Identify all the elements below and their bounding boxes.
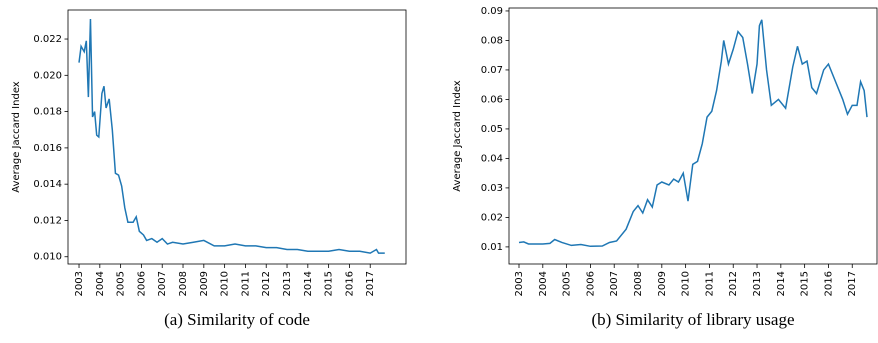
- y-tick-label: 0.08: [481, 35, 503, 46]
- x-tick-label: 2014: [303, 271, 314, 296]
- x-tick-label: 2011: [704, 271, 715, 296]
- x-tick-label: 2015: [324, 271, 335, 296]
- y-tick-label: 0.016: [33, 143, 62, 154]
- x-tick-label: 2008: [633, 271, 644, 296]
- x-tick-label: 2014: [776, 271, 787, 296]
- x-tick-label: 2017: [365, 271, 376, 296]
- x-tick-label: 2007: [609, 271, 620, 296]
- data-line: [78, 19, 385, 254]
- y-tick-label: 0.06: [481, 94, 503, 105]
- plot-frame: [67, 9, 407, 265]
- y-tick-label: 0.010: [33, 252, 62, 263]
- x-tick-label: 2010: [681, 271, 692, 296]
- y-tick-label: 0.07: [481, 65, 503, 76]
- y-tick-label: 0.02: [481, 212, 503, 223]
- y-axis-label: Average Jaccard Index: [452, 80, 463, 192]
- x-tick-label: 2010: [220, 271, 231, 296]
- x-tick-label: 2004: [95, 271, 106, 296]
- y-tick-label: 0.09: [481, 6, 503, 17]
- x-tick-label: 2013: [752, 271, 763, 296]
- x-tick-label: 2003: [74, 271, 85, 296]
- x-tick-label: 2015: [800, 271, 811, 296]
- x-tick-label: 2012: [261, 271, 272, 296]
- x-tick-label: 2005: [116, 271, 127, 296]
- y-tick-label: 0.05: [481, 124, 503, 135]
- x-tick-label: 2013: [282, 271, 293, 296]
- x-tick-label: 2006: [585, 271, 596, 296]
- caption: (a) Similarity of code: [164, 310, 310, 329]
- x-tick-label: 2009: [199, 271, 210, 296]
- caption: (b) Similarity of library usage: [591, 310, 794, 329]
- y-tick-label: 0.018: [33, 107, 62, 118]
- x-tick-label: 2016: [823, 271, 834, 296]
- y-tick-label: 0.012: [33, 215, 62, 226]
- y-tick-label: 0.022: [33, 34, 62, 45]
- x-tick-label: 2017: [847, 271, 858, 296]
- y-axis-label: Average Jaccard Index: [11, 81, 22, 193]
- x-tick-label: 2005: [562, 271, 573, 296]
- y-tick-label: 0.03: [481, 183, 503, 194]
- x-tick-label: 2011: [240, 271, 251, 296]
- x-tick-label: 2007: [157, 271, 168, 296]
- x-tick-label: 2004: [538, 271, 549, 296]
- x-tick-label: 2012: [728, 271, 739, 296]
- x-tick-label: 2009: [657, 271, 668, 296]
- x-tick-label: 2016: [344, 271, 355, 296]
- y-tick-label: 0.04: [481, 153, 503, 164]
- x-tick-label: 2006: [136, 271, 147, 296]
- y-tick-label: 0.020: [33, 70, 62, 81]
- y-tick-label: 0.014: [33, 179, 62, 190]
- plot-frame: [508, 7, 878, 265]
- data-line: [518, 19, 868, 248]
- y-tick-label: 0.01: [481, 242, 503, 253]
- x-tick-label: 2003: [514, 271, 525, 296]
- x-tick-label: 2008: [178, 271, 189, 296]
